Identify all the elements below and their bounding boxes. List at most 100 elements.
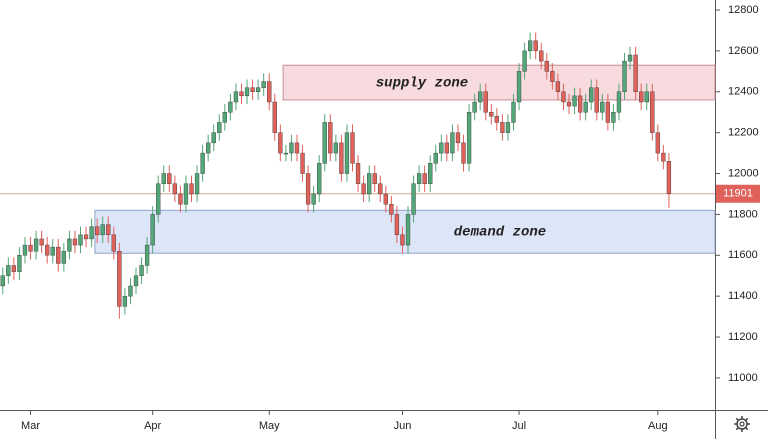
candle-body xyxy=(478,91,483,103)
candle-body xyxy=(33,238,39,252)
candle-body xyxy=(428,163,433,184)
candle-body xyxy=(294,142,300,154)
candle-body xyxy=(539,50,544,62)
candle-body xyxy=(311,193,316,205)
x-tick-label: Apr xyxy=(144,420,161,432)
candle-body xyxy=(533,40,538,52)
candle-body xyxy=(622,60,627,92)
candle-body xyxy=(644,91,649,103)
candle-body xyxy=(194,173,200,195)
candle-body xyxy=(300,152,305,174)
candle-body xyxy=(450,132,455,154)
candle-body xyxy=(583,101,588,113)
candle-body xyxy=(183,183,189,205)
candle-body xyxy=(261,81,266,88)
candle-body xyxy=(150,214,155,246)
candle-body xyxy=(394,214,400,236)
candle-body xyxy=(222,112,227,123)
candle-body xyxy=(39,238,44,246)
candle-body xyxy=(389,203,394,215)
candle-body xyxy=(483,91,488,113)
candle-body xyxy=(272,101,277,133)
candle-body xyxy=(328,122,333,154)
candle-body xyxy=(106,224,111,236)
candle-body xyxy=(500,122,505,133)
candle-body xyxy=(433,152,438,164)
candle-body xyxy=(655,132,660,154)
candle-body xyxy=(616,91,622,113)
zone-label: demand zone xyxy=(454,224,546,240)
candle-body xyxy=(505,122,511,133)
candle-body xyxy=(206,142,211,154)
x-tick-label: Mar xyxy=(21,420,40,432)
candle-body xyxy=(561,91,566,103)
candle-body xyxy=(555,81,561,92)
candle-body xyxy=(650,91,655,133)
candle-body xyxy=(489,112,494,117)
candle-body xyxy=(0,275,5,287)
candle-body xyxy=(589,87,594,103)
candle-body xyxy=(444,142,450,154)
candle-body xyxy=(289,142,294,154)
candle-body xyxy=(83,234,89,240)
candle-body xyxy=(17,255,22,272)
candle-body xyxy=(611,112,616,123)
y-tick-label: 12000 xyxy=(728,167,759,179)
candle-body xyxy=(283,152,289,155)
candle-body xyxy=(156,183,161,215)
candle-body xyxy=(89,226,94,240)
candle-body xyxy=(350,132,355,164)
candle-body xyxy=(228,101,233,113)
candle-body xyxy=(322,122,327,164)
candle-body xyxy=(372,173,377,184)
candle-body xyxy=(627,54,633,62)
x-tick-label: May xyxy=(259,420,280,432)
candle-body xyxy=(244,87,250,97)
candle-body xyxy=(72,238,78,246)
candle-body xyxy=(217,122,222,133)
candle-body xyxy=(278,132,283,154)
candle-body xyxy=(255,87,261,92)
settings-icon[interactable] xyxy=(734,416,750,432)
candle-body xyxy=(95,226,100,236)
y-tick-label: 12400 xyxy=(728,86,759,98)
candle-body xyxy=(566,101,572,107)
candle-body xyxy=(633,54,638,92)
candle-body xyxy=(117,250,122,307)
candle-body xyxy=(355,163,361,184)
candle-body xyxy=(367,173,372,195)
candle-body xyxy=(200,152,205,174)
candle-body xyxy=(550,71,555,82)
candle-body xyxy=(466,112,472,164)
candle-body xyxy=(239,91,244,97)
candle-body xyxy=(211,132,216,144)
candle-body xyxy=(178,193,183,205)
candle-body xyxy=(167,173,172,184)
candle-body xyxy=(666,161,672,194)
candle-body xyxy=(6,265,11,276)
candle-body xyxy=(305,173,311,205)
gear-hub xyxy=(739,421,745,427)
x-tick-label: Jul xyxy=(512,420,526,432)
y-tick-label: 11800 xyxy=(728,208,758,220)
candle-body xyxy=(494,116,499,123)
candle-body xyxy=(122,295,128,307)
candle-body xyxy=(378,183,383,195)
x-tick-label: Jun xyxy=(394,420,412,432)
candle-body xyxy=(383,193,388,205)
candle-body xyxy=(661,152,666,162)
candle-body xyxy=(45,244,50,256)
candle-body xyxy=(250,87,255,92)
y-tick-label: 11200 xyxy=(728,331,758,343)
candle-body xyxy=(405,214,411,246)
candle-body xyxy=(144,244,150,266)
candle-body xyxy=(133,275,139,287)
candle-body xyxy=(400,234,405,246)
candle-body xyxy=(522,50,527,72)
candle-body xyxy=(639,91,644,103)
candle-body xyxy=(22,244,28,256)
y-tick-label: 12800 xyxy=(728,4,759,16)
candle-body xyxy=(594,87,599,113)
candle-body xyxy=(339,142,344,174)
